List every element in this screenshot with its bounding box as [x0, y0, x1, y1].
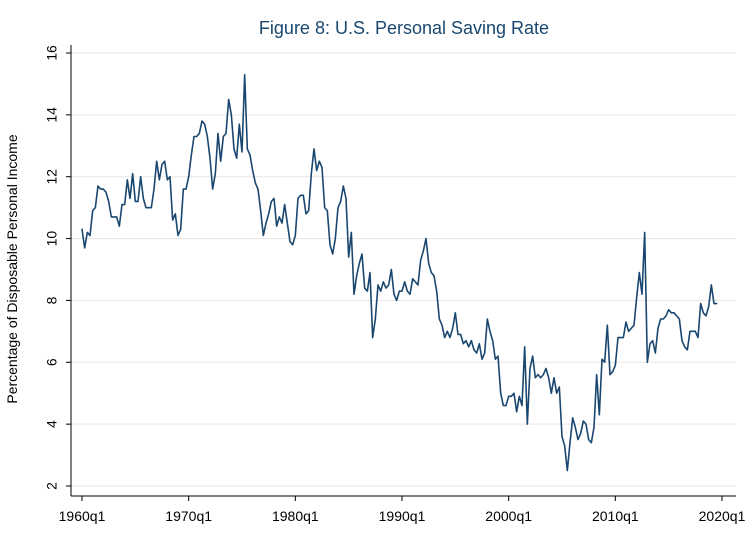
- y-tick-label: 2: [44, 482, 60, 490]
- series-layer: [81, 73, 718, 472]
- x-tick-label: 1960q1: [59, 508, 106, 524]
- y-tick-label: 12: [44, 169, 60, 185]
- x-tick-label: 2000q1: [485, 508, 532, 524]
- y-tick-label: 8: [44, 296, 60, 304]
- y-tick-label: 14: [44, 107, 60, 123]
- x-tick-label: 1990q1: [379, 508, 426, 524]
- x-tick-label: 1980q1: [272, 508, 319, 524]
- y-tick-label: 10: [44, 231, 60, 247]
- y-axis-label: Percentage of Disposable Personal Income: [4, 134, 20, 403]
- grid: [71, 52, 736, 487]
- series-line-0: [81, 73, 718, 472]
- x-tick-label: 2020q1: [699, 508, 746, 524]
- y-tick-label: 16: [44, 45, 60, 61]
- y-tick-label: 4: [44, 420, 60, 428]
- x-tick-label: 1970q1: [165, 508, 212, 524]
- chart-title: Figure 8: U.S. Personal Saving Rate: [259, 18, 549, 38]
- y-tick-label: 6: [44, 358, 60, 366]
- x-tick-label: 2010q1: [592, 508, 639, 524]
- axes: 2 4 6 8 10 12 14 16 1960q1 1970q1 1980q1 1990q1 2000…: [44, 45, 746, 524]
